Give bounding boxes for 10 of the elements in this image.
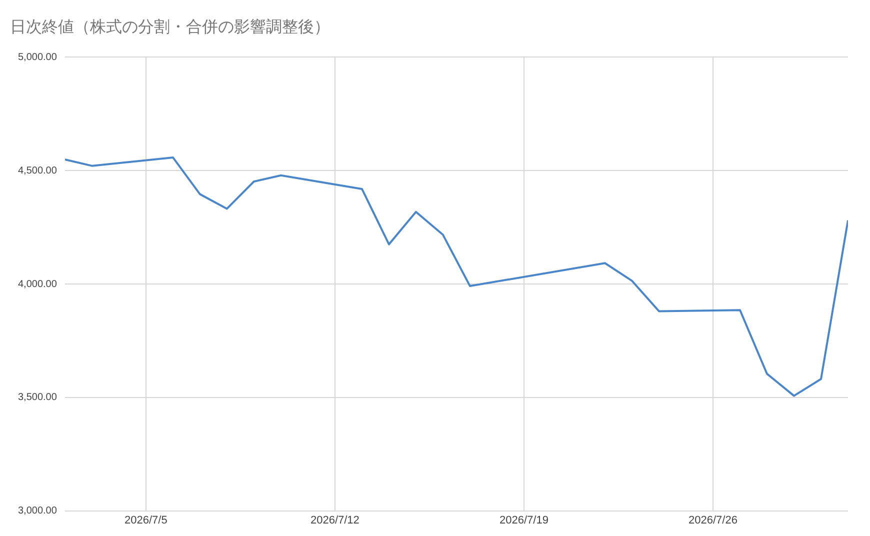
x-tick-label: 2026/7/19 (500, 514, 548, 526)
chart-title: 日次終値（株式の分割・合併の影響調整後） (10, 16, 330, 36)
x-tick-label: 2026/7/12 (310, 514, 360, 526)
y-tick-label: 3,000.00 (18, 506, 58, 517)
y-tick-label: 5,000.00 (18, 52, 58, 63)
y-tick-label: 4,500.00 (18, 165, 58, 176)
y-tick-label: 3,500.00 (18, 392, 58, 404)
y-tick-label: 4,000.00 (18, 278, 58, 290)
x-tick-label: 2026/7/26 (688, 514, 738, 526)
x-tick-label: 2026/7/5 (124, 514, 168, 526)
